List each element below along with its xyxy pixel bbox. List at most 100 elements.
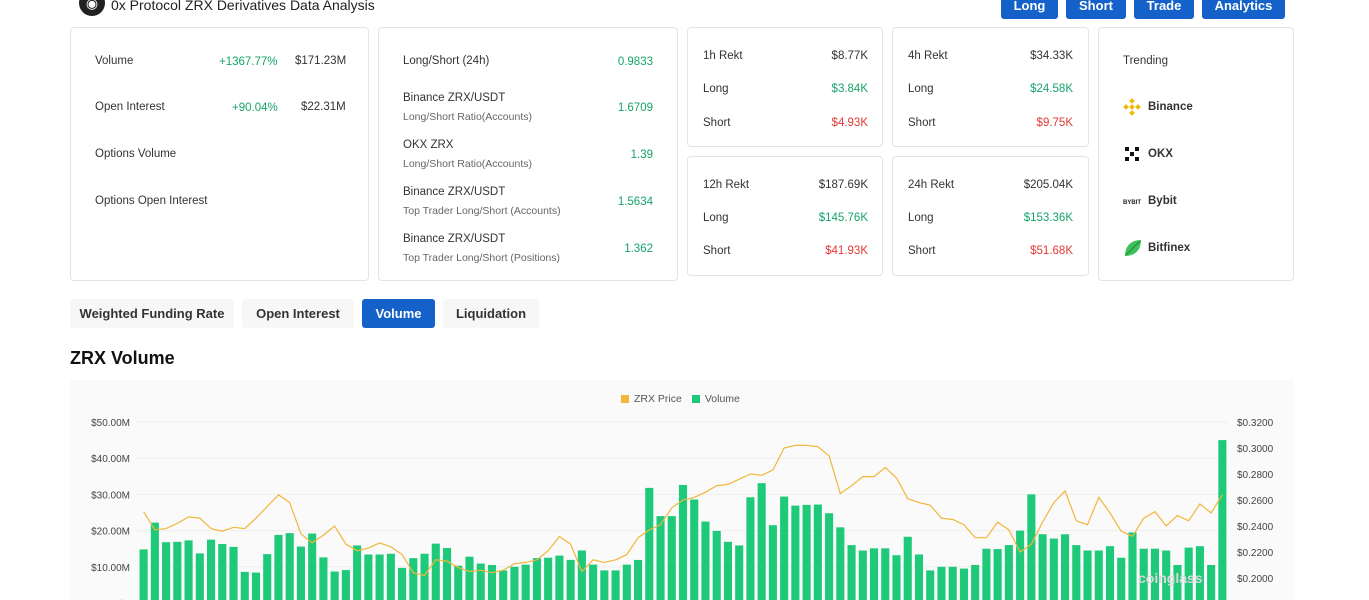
rekt-24h-card: 24h Rekt $205.04K Long $153.36K Short $5…	[892, 156, 1089, 276]
legend-volume-label[interactable]: Volume	[704, 393, 740, 405]
coinglass-watermark: coinglass	[1138, 570, 1203, 586]
volume-bar	[746, 497, 755, 600]
volume-bar	[847, 545, 856, 600]
volume-bar	[1162, 550, 1171, 600]
y-left-tick-label: $50.00M	[91, 418, 130, 429]
rekt-long-value: $153.36K	[1023, 212, 1073, 224]
legend-price-label[interactable]: ZRX Price	[634, 393, 682, 405]
chart-legend: ZRX Price Volume	[621, 393, 740, 405]
y-right-tick-label: $0.2000	[1237, 574, 1274, 585]
ratio-subtitle: Long/Short Ratio(Accounts)	[403, 111, 532, 123]
volume-bar	[1139, 548, 1148, 600]
volume-bar	[701, 521, 710, 600]
volume-bar	[914, 554, 924, 600]
volume-bar	[881, 548, 890, 600]
volume-bar	[791, 505, 800, 600]
volume-bar	[982, 548, 991, 600]
options-volume-label: Options Volume	[95, 148, 177, 160]
volume-bar	[1195, 546, 1204, 600]
volume-bar	[229, 546, 238, 600]
volume-bar	[420, 553, 429, 600]
trending-card: Trending Binance OKX BYBIT Bybit Bitfine…	[1098, 27, 1294, 281]
volume-bar	[218, 543, 227, 600]
y-right-tick-label: $0.2400	[1237, 522, 1274, 533]
rekt-label: 1h Rekt	[703, 50, 743, 62]
volume-bar	[1061, 534, 1070, 600]
rekt-long-value: $3.84K	[831, 83, 868, 95]
volume-bar	[1218, 440, 1227, 600]
volume-bar	[510, 566, 519, 600]
bitfinex-icon	[1125, 240, 1141, 256]
trending-item-bybit[interactable]: Bybit	[1148, 195, 1177, 207]
volume-bar	[836, 527, 845, 600]
volume-bar	[735, 545, 744, 600]
rekt-total: $34.33K	[1030, 50, 1073, 62]
volume-bar	[1094, 550, 1103, 600]
volume-bar	[723, 541, 732, 600]
rekt-short-value: $9.75K	[1036, 117, 1073, 129]
trending-item-okx[interactable]: OKX	[1148, 148, 1173, 160]
volume-bar	[476, 563, 485, 600]
volume-bar	[308, 533, 317, 600]
ratio-value: 1.39	[630, 149, 653, 161]
volume-bar	[1072, 545, 1081, 600]
ratio-subtitle: Top Trader Long/Short (Positions)	[403, 252, 560, 264]
volume-bar	[375, 554, 384, 600]
rekt-total: $205.04K	[1023, 179, 1073, 191]
volume-bar	[577, 550, 586, 600]
volume-bar	[285, 533, 294, 600]
volume-bar	[544, 557, 553, 600]
trending-item-binance[interactable]: Binance	[1148, 101, 1193, 113]
volume-bar	[678, 484, 688, 600]
zrx-logo-icon: ◉	[79, 0, 105, 16]
tab-liquidation[interactable]: Liquidation	[443, 299, 539, 328]
tab-volume[interactable]: Volume	[362, 299, 435, 328]
trade-button[interactable]: Trade	[1134, 0, 1194, 19]
rekt-long-label: Long	[703, 83, 729, 95]
volume-bar	[465, 556, 474, 600]
volume-bar	[611, 570, 620, 600]
rekt-long-label: Long	[908, 83, 934, 95]
y-right-tick-label: $0.3200	[1237, 418, 1274, 429]
open-interest-value: $22.31M	[301, 101, 346, 113]
trending-title: Trending	[1123, 55, 1168, 67]
volume-value: $171.23M	[295, 55, 347, 67]
volume-bar	[139, 549, 148, 600]
legend-price-swatch	[621, 395, 629, 403]
volume-bar	[1128, 532, 1137, 600]
rekt-label: 4h Rekt	[908, 50, 948, 62]
volume-bar	[566, 559, 575, 600]
tab-weighted-funding-rate[interactable]: Weighted Funding Rate	[70, 299, 234, 328]
volume-bar	[858, 550, 867, 600]
rekt-12h-card: 12h Rekt $187.69K Long $145.76K Short $4…	[687, 156, 883, 276]
rekt-long-value: $24.58K	[1030, 83, 1073, 95]
volume-bar	[825, 513, 834, 600]
rekt-long-label: Long	[703, 212, 729, 224]
rekt-short-label: Short	[908, 117, 936, 129]
short-button[interactable]: Short	[1066, 0, 1126, 19]
trending-item-bitfinex[interactable]: Bitfinex	[1148, 242, 1191, 254]
volume-bar	[442, 547, 452, 600]
tab-open-interest[interactable]: Open Interest	[242, 299, 354, 328]
volume-bar	[206, 539, 216, 600]
volume-bar	[521, 564, 530, 600]
volume-bar	[398, 567, 407, 600]
volume-bar	[173, 541, 182, 600]
rekt-short-label: Short	[703, 117, 731, 129]
volume-bar	[589, 564, 598, 600]
volume-bar	[690, 499, 699, 600]
volume-bar	[1173, 564, 1182, 600]
volume-bar	[251, 572, 261, 600]
rekt-total: $8.77K	[831, 50, 868, 62]
volume-bar	[645, 487, 654, 600]
page-title: 0x Protocol ZRX Derivatives Data Analysi…	[111, 0, 375, 13]
y-left-tick-label: $40.00M	[91, 454, 130, 465]
analytics-button[interactable]: Analytics	[1202, 0, 1285, 19]
bybit-icon: BYBIT	[1123, 200, 1141, 206]
rekt-long-value: $145.76K	[818, 212, 868, 224]
rekt-short-label: Short	[908, 245, 936, 257]
binance-icon	[1123, 98, 1141, 116]
volume-bar	[993, 549, 1002, 600]
ratio-title: Binance ZRX/USDT	[403, 92, 506, 104]
long-button[interactable]: Long	[1001, 0, 1058, 19]
